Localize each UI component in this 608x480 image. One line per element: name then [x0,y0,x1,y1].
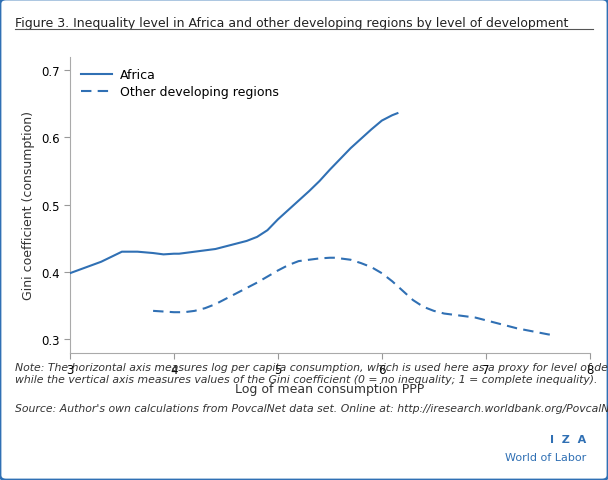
Y-axis label: Gini coefficient (consumption): Gini coefficient (consumption) [22,111,35,300]
Text: I  Z  A: I Z A [550,434,587,444]
Legend: Africa, Other developing regions: Africa, Other developing regions [76,64,284,104]
Text: World of Labor: World of Labor [505,452,587,462]
X-axis label: Log of mean consumption PPP: Log of mean consumption PPP [235,382,424,395]
Text: Figure 3. Inequality level in Africa and other developing regions by level of de: Figure 3. Inequality level in Africa and… [15,17,568,30]
Text: Source: Author's own calculations from PovcalNet data set. Online at: http://ire: Source: Author's own calculations from P… [15,403,608,413]
Text: Note: The horizontal axis measures log per capita consumption, which is used her: Note: The horizontal axis measures log p… [15,362,608,384]
